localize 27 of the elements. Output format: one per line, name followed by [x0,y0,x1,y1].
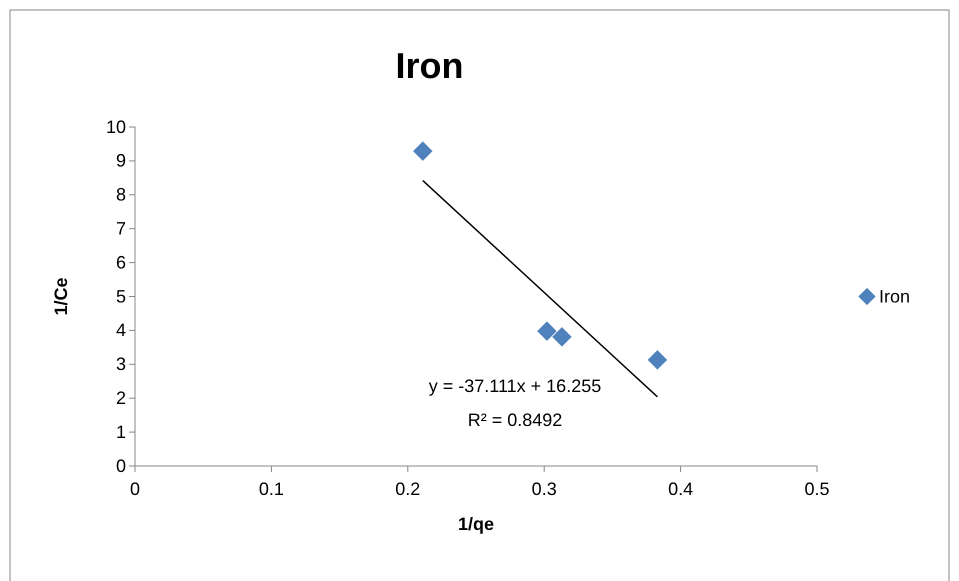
point [552,327,572,347]
point [537,321,557,341]
annotation: R² = 0.8492 [468,410,562,430]
x-tick-label: 0.3 [532,478,557,499]
annotation: y = -37.111x + 16.255 [428,376,602,396]
y-tick-label: 7 [116,218,126,238]
chart-title: Iron [396,45,464,86]
y-axis-title: 1/Ce [51,277,71,316]
y-tick-label: 0 [116,456,126,476]
x-axis-title: 1/qe [458,514,494,534]
x-tick-label: 0 [130,478,140,499]
y-tick-label: 1 [116,422,126,442]
y-tick-label: 3 [116,354,126,374]
x-tick-label: 0.1 [258,478,284,499]
y-tick-label: 10 [106,116,126,137]
x-tick-label: 0.2 [395,478,420,499]
legend-label: Iron [879,286,910,306]
x-tick-label: 0.5 [804,478,830,499]
y-tick-label: 5 [116,286,126,306]
point [413,141,433,161]
y-tick-label: 4 [116,320,126,340]
y-tick-label: 6 [116,252,126,272]
y-tick-label: 2 [116,388,126,408]
point [648,350,668,370]
x-tick-label: 0.4 [668,478,694,499]
y-tick-label: 8 [116,184,126,205]
y-tick-label: 9 [116,150,126,171]
